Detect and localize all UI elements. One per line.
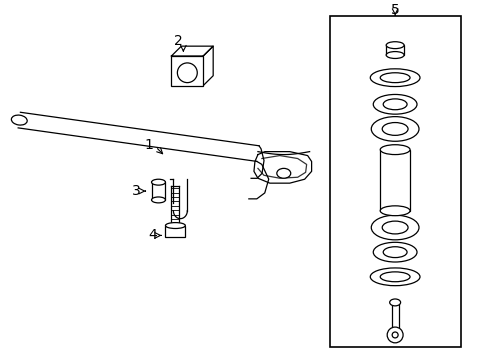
Ellipse shape — [151, 197, 165, 203]
Bar — [329, 15, 460, 347]
Circle shape — [177, 63, 197, 83]
Ellipse shape — [380, 145, 409, 154]
Ellipse shape — [386, 51, 403, 58]
Text: 2: 2 — [174, 34, 183, 48]
Ellipse shape — [372, 94, 416, 114]
Bar — [380, 150, 409, 211]
Circle shape — [386, 327, 402, 343]
Ellipse shape — [386, 42, 403, 49]
Ellipse shape — [382, 221, 407, 234]
Ellipse shape — [11, 115, 27, 125]
Ellipse shape — [383, 99, 406, 110]
Ellipse shape — [165, 222, 185, 229]
Ellipse shape — [369, 268, 419, 286]
Ellipse shape — [276, 168, 290, 178]
Ellipse shape — [370, 215, 418, 240]
Text: 5: 5 — [390, 3, 399, 17]
Bar — [165, 226, 185, 237]
Text: 4: 4 — [148, 228, 157, 242]
Ellipse shape — [382, 122, 407, 135]
Circle shape — [391, 332, 397, 338]
Ellipse shape — [372, 242, 416, 262]
Text: 1: 1 — [144, 138, 153, 152]
Text: 3: 3 — [132, 184, 141, 198]
Bar — [151, 182, 165, 200]
Ellipse shape — [383, 247, 406, 257]
Ellipse shape — [370, 117, 418, 141]
Ellipse shape — [380, 73, 409, 83]
Ellipse shape — [380, 272, 409, 282]
Ellipse shape — [151, 179, 165, 185]
Ellipse shape — [380, 206, 409, 216]
Ellipse shape — [389, 299, 400, 306]
Ellipse shape — [369, 69, 419, 86]
Bar — [171, 56, 203, 86]
Bar — [386, 45, 403, 55]
